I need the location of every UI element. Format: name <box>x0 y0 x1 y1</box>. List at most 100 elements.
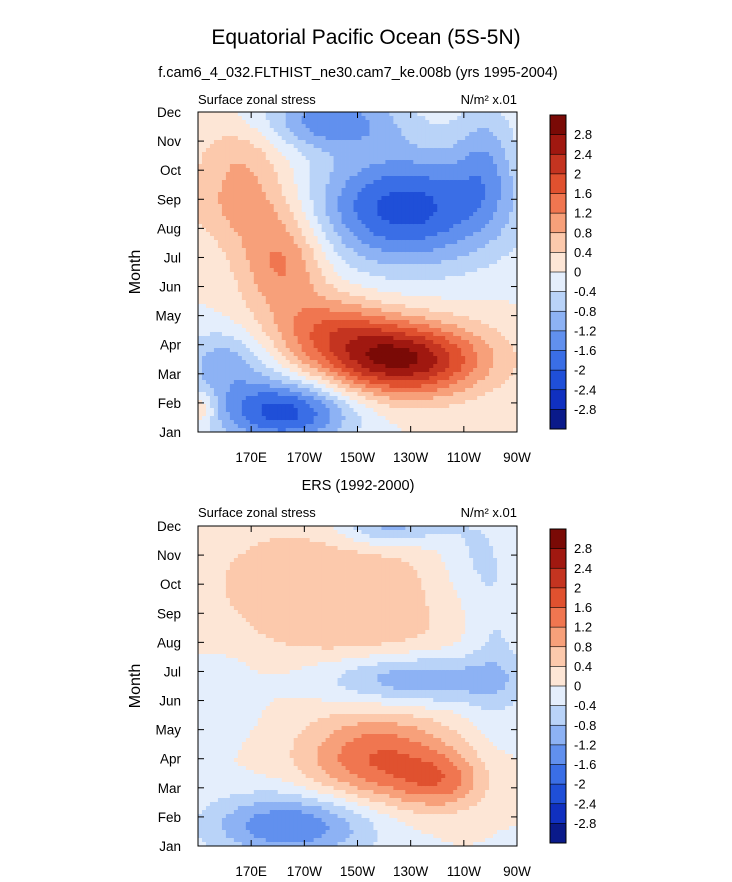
contour-cell <box>365 328 370 333</box>
contour-cell <box>237 156 243 161</box>
contour-cell <box>337 236 342 241</box>
contour-cell <box>198 380 203 385</box>
contour-cell <box>357 200 362 205</box>
contour-cell <box>229 248 235 253</box>
contour-cell <box>205 276 211 281</box>
contour-cell <box>313 232 319 237</box>
contour-cell <box>337 212 342 217</box>
contour-cell <box>353 388 358 393</box>
contour-cell <box>213 128 219 133</box>
contour-cell <box>409 392 414 397</box>
contour-cell <box>209 148 215 153</box>
contour-cell <box>229 340 235 345</box>
contour-cell <box>273 388 279 393</box>
contour-cell <box>401 284 406 289</box>
contour-cell <box>417 428 422 433</box>
contour-cell <box>365 384 370 389</box>
contour-cell <box>261 220 267 225</box>
contour-cell <box>249 156 255 161</box>
contour-cell <box>233 256 239 261</box>
contour-cell <box>261 372 267 377</box>
contour-cell <box>265 220 271 225</box>
contour-cell <box>198 156 203 161</box>
contour-cell <box>333 420 338 425</box>
contour-cell <box>217 380 223 385</box>
contour-cell <box>321 276 326 281</box>
contour-cell <box>325 120 330 125</box>
contour-cell <box>293 368 299 373</box>
contour-cell <box>325 380 330 385</box>
contour-cell <box>209 228 215 233</box>
contour-cell <box>305 204 311 209</box>
contour-cell <box>353 152 358 157</box>
contour-cell <box>217 112 223 117</box>
contour-cell <box>385 180 390 185</box>
contour-cell <box>345 404 350 409</box>
contour-cell <box>425 136 430 141</box>
contour-cell <box>297 272 303 277</box>
contour-cell <box>277 312 283 317</box>
contour-cell <box>305 260 311 265</box>
contour-cell <box>357 264 362 269</box>
contour-cell <box>369 124 374 129</box>
contour-cell <box>413 228 418 233</box>
contour-cell <box>209 324 215 329</box>
contour-cell <box>337 284 342 289</box>
contour-cell <box>357 352 362 357</box>
contour-cell <box>365 224 370 229</box>
contour-cell <box>273 136 279 141</box>
contour-cell <box>425 148 430 153</box>
contour-cell <box>249 268 255 273</box>
contour-cell <box>265 240 271 245</box>
contour-cell <box>245 360 251 365</box>
contour-cell <box>421 144 426 149</box>
contour-cell <box>401 272 406 277</box>
contour-cell <box>325 168 330 173</box>
contour-cell <box>233 152 239 157</box>
contour-cell <box>313 300 319 305</box>
contour-cell <box>325 264 330 269</box>
contour-cell <box>329 116 334 121</box>
contour-cell <box>389 368 394 373</box>
contour-cell <box>217 184 223 189</box>
contour-cell <box>437 208 442 213</box>
contour-cell <box>273 200 279 205</box>
contour-cell <box>285 308 291 313</box>
contour-cell <box>198 116 203 121</box>
contour-cell <box>345 224 350 229</box>
contour-cell <box>237 332 243 337</box>
contour-cell <box>337 180 342 185</box>
contour-cell <box>401 116 406 121</box>
contour-cell <box>241 336 247 341</box>
contour-cell <box>209 328 215 333</box>
contour-cell <box>381 224 386 229</box>
contour-cell <box>333 252 338 257</box>
contour-cell <box>437 228 442 233</box>
contour-cell <box>289 232 295 237</box>
contour-cell <box>445 156 450 161</box>
contour-cell <box>277 368 283 373</box>
contour-cell <box>317 252 323 257</box>
contour-cell <box>441 280 446 285</box>
contour-cell <box>365 188 370 193</box>
contour-cell <box>349 192 354 197</box>
contour-cell <box>325 116 330 121</box>
contour-cell <box>221 136 227 141</box>
contour-cell <box>341 156 346 161</box>
contour-cell <box>241 348 247 353</box>
contour-cell <box>305 284 311 289</box>
contour-cell <box>397 176 402 181</box>
contour-cell <box>265 292 271 297</box>
contour-cell <box>301 116 307 121</box>
contour-cell <box>373 156 378 161</box>
contour-cell <box>321 232 326 237</box>
contour-cell <box>269 288 275 293</box>
contour-cell <box>425 224 430 229</box>
contour-cell <box>253 320 259 325</box>
contour-cell <box>429 204 434 209</box>
contour-cell <box>293 152 299 157</box>
contour-cell <box>209 408 215 413</box>
contour-cell <box>265 152 271 157</box>
contour-cell <box>437 196 442 201</box>
contour-cell <box>345 164 350 169</box>
